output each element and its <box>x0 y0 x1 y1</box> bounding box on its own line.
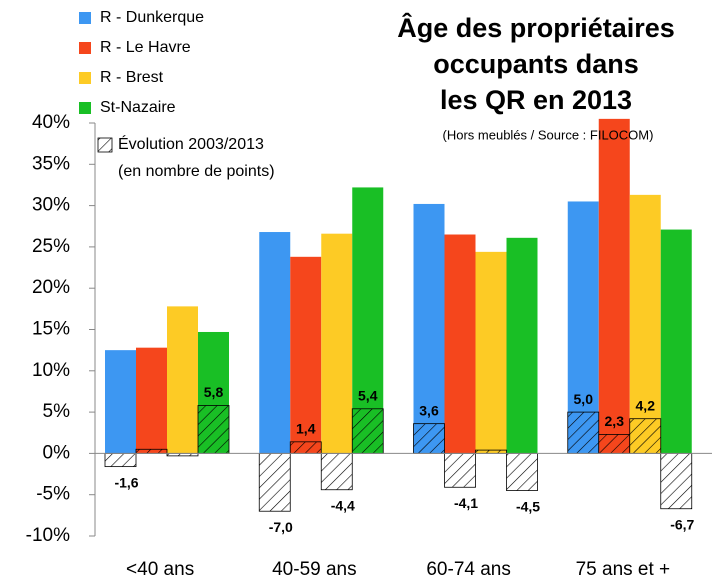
change-bar <box>104 452 137 468</box>
change-bar <box>567 411 600 454</box>
chart-title: les QR en 2013 <box>440 85 632 115</box>
value-label: -7,0 <box>269 519 293 535</box>
bar <box>259 232 291 454</box>
change-bar <box>320 452 353 491</box>
legend-label: R - Brest <box>100 69 164 86</box>
value-label: 5,0 <box>574 391 594 407</box>
legend-swatch <box>79 12 91 24</box>
chart-title: occupants dans <box>433 49 639 79</box>
y-tick-label: 15% <box>32 319 70 340</box>
change-bar <box>506 452 538 491</box>
change-bar <box>351 408 384 454</box>
x-tick-label: 75 ans et + <box>576 559 671 580</box>
value-label: 4,2 <box>636 397 656 413</box>
value-label: 5,8 <box>204 384 224 400</box>
value-label: -4,1 <box>454 495 478 511</box>
bar <box>413 203 445 454</box>
legend-label: R - Le Havre <box>100 39 191 56</box>
y-tick-label: 35% <box>32 153 70 174</box>
legend-label: St-Nazaire <box>100 99 176 116</box>
bar <box>567 201 599 454</box>
y-tick-label: 30% <box>32 195 70 216</box>
bar <box>167 306 198 454</box>
legend-swatch <box>79 42 91 54</box>
legend-label: R - Dunkerque <box>100 9 204 26</box>
bar <box>105 350 136 454</box>
y-tick-label: -10% <box>26 525 70 546</box>
bar <box>290 256 322 454</box>
x-tick-label: 40-59 ans <box>272 559 357 580</box>
legend-swatch <box>79 102 91 114</box>
legend-swatch <box>79 72 91 84</box>
value-label: -4,5 <box>516 498 540 514</box>
y-tick-label: 25% <box>32 236 70 257</box>
value-label: 1,4 <box>296 421 316 437</box>
value-label: 2,3 <box>605 413 625 429</box>
bar <box>660 229 692 454</box>
chart-title: Âge des propriétaires <box>397 12 675 43</box>
value-label: -1,6 <box>114 474 138 490</box>
y-tick-label: 20% <box>32 277 70 298</box>
change-bar <box>444 452 476 488</box>
bar <box>475 251 507 454</box>
bar <box>321 233 353 454</box>
bar <box>444 234 476 454</box>
y-tick-label: 40% <box>32 112 70 133</box>
change-bar <box>413 423 445 454</box>
change-bar <box>197 405 230 454</box>
x-tick-label: 60-74 ans <box>426 559 511 580</box>
y-tick-label: 10% <box>32 360 70 381</box>
change-bar <box>629 418 662 454</box>
change-bar <box>135 448 168 454</box>
change-bar <box>598 434 631 454</box>
y-tick-label: 0% <box>43 442 71 463</box>
bar <box>506 237 538 454</box>
change-bar <box>258 452 291 512</box>
chart-subtitle: (Hors meublés / Source : FILOCOM) <box>443 127 654 142</box>
legend-swatch <box>97 137 113 153</box>
x-tick-label: <40 ans <box>126 559 194 580</box>
y-tick-label: 5% <box>43 401 71 422</box>
bar <box>136 347 167 454</box>
value-label: -4,4 <box>331 497 355 513</box>
change-bar <box>289 441 322 454</box>
value-label: 3,6 <box>419 402 439 418</box>
legend-label: Évolution 2003/2013 <box>118 134 264 153</box>
legend-label: (en nombre de points) <box>118 163 275 180</box>
y-tick-label: -5% <box>36 484 70 505</box>
bar <box>598 118 630 454</box>
bar <box>629 194 661 454</box>
change-bar <box>660 452 693 510</box>
value-label: 5,4 <box>358 387 378 403</box>
value-label: -6,7 <box>670 516 694 532</box>
